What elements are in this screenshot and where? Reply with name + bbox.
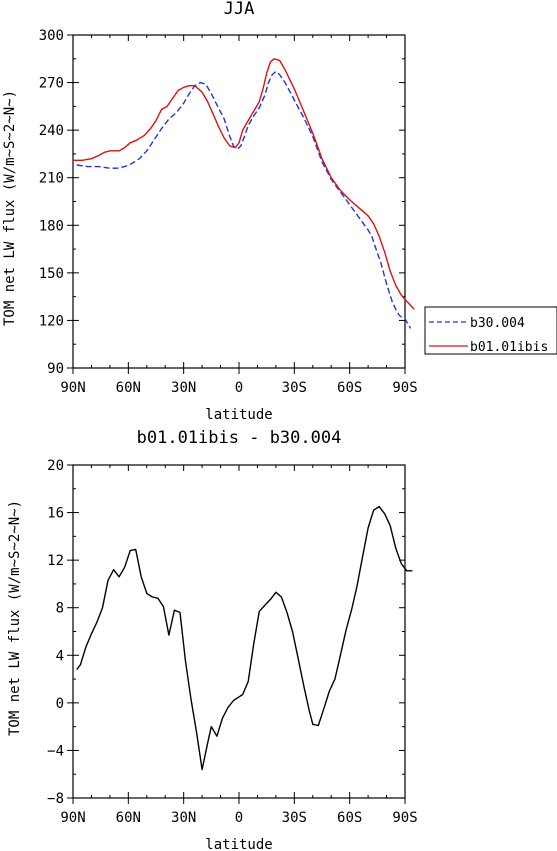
top-panel-xlabel: latitude — [205, 407, 272, 423]
bottom-ytick-label: 4 — [56, 648, 64, 664]
bottom-panel-series — [76, 505, 413, 771]
bottom-plot-frame — [72, 464, 406, 799]
bottom-xtick-label: 60S — [337, 810, 362, 826]
bottom-xtick-label: 90N — [60, 810, 85, 826]
top-ytick-label: 120 — [39, 313, 64, 329]
top-ytick-label: 300 — [39, 28, 64, 44]
top-panel-axes: 90 120 150 180 210 240 270 300 90N 60N 30N 0 30S 60S 9… — [39, 28, 418, 396]
bottom-xtick-label: 30S — [282, 810, 307, 826]
bottom-xtick-label: 0 — [235, 810, 243, 826]
top-series-line-0 — [76, 70, 412, 329]
top-panel-title: JJA — [224, 0, 255, 19]
top-ytick-label: 240 — [39, 123, 64, 139]
legend: b30.004 b01.01ibis — [424, 306, 557, 355]
top-xtick-label: 0 — [235, 380, 243, 396]
bottom-ytick-label: −4 — [47, 743, 64, 759]
top-xtick-label: 60S — [337, 380, 362, 396]
top-ytick-label: 90 — [47, 361, 64, 377]
bottom-xtick-label: 30N — [171, 810, 196, 826]
bottom-series-line-0 — [76, 505, 413, 771]
bottom-panel-axes: −8 −4 0 4 8 12 16 20 90N 60N 30N 0 30S 60S 90S — [47, 458, 418, 826]
bottom-ytick-label: 12 — [47, 553, 64, 569]
top-series-line-1 — [73, 58, 415, 310]
top-panel: JJA TOM net LW flux (W/m~S~2~N~) latitud… — [2, 0, 557, 423]
top-plot-frame — [72, 34, 406, 369]
top-xtick-label: 30N — [171, 380, 196, 396]
bottom-xtick-label: 60N — [116, 810, 141, 826]
bottom-ytick-label: 8 — [56, 601, 64, 617]
top-panel-ylabel: TOM net LW flux (W/m~S~2~N~) — [2, 90, 18, 326]
bottom-panel-xlabel: latitude — [205, 837, 272, 851]
top-xtick-label: 30S — [282, 380, 307, 396]
legend-label-b01-01ibis: b01.01ibis — [470, 340, 548, 355]
top-xtick-label: 90N — [60, 380, 85, 396]
top-ytick-label: 150 — [39, 266, 64, 282]
legend-label-b30-004: b30.004 — [470, 316, 525, 331]
bottom-panel: b01.01ibis - b30.004 TOM net LW flux (W/… — [7, 428, 418, 851]
top-ytick-label: 210 — [39, 171, 64, 187]
top-xtick-label: 90S — [392, 380, 417, 396]
bottom-panel-ylabel: TOM net LW flux (W/m~S~2~N~) — [7, 500, 23, 736]
top-panel-series — [73, 58, 415, 329]
bottom-ytick-label: 20 — [47, 458, 64, 474]
bottom-xtick-label: 90S — [392, 810, 417, 826]
bottom-ytick-label: 0 — [56, 696, 64, 712]
bottom-panel-title: b01.01ibis - b30.004 — [137, 428, 342, 448]
bottom-ytick-label: 16 — [47, 506, 64, 522]
top-ytick-label: 270 — [39, 76, 64, 92]
top-ytick-label: 180 — [39, 218, 64, 234]
top-xtick-label: 60N — [116, 380, 141, 396]
bottom-ytick-label: −8 — [47, 791, 64, 807]
